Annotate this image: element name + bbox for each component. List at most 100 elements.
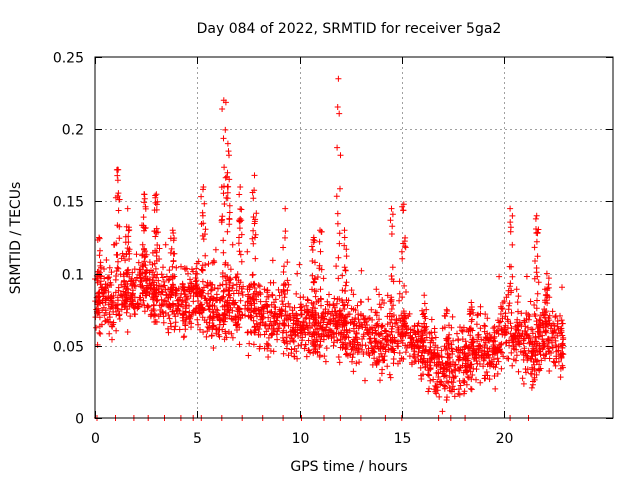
data-point (206, 325, 212, 331)
data-point (350, 291, 357, 298)
data-point (249, 235, 256, 242)
data-point (510, 336, 517, 343)
data-point (237, 184, 244, 190)
data-point (334, 144, 341, 151)
data-point (272, 320, 279, 326)
data-point (376, 331, 383, 338)
data-point (552, 337, 559, 344)
data-point (276, 325, 283, 332)
data-point (334, 337, 341, 344)
data-point (341, 242, 348, 249)
data-point (420, 371, 426, 378)
data-point (382, 348, 389, 355)
data-point (509, 273, 516, 280)
data-point (509, 362, 516, 369)
data-point (331, 304, 338, 311)
data-point (224, 308, 231, 315)
data-point (180, 317, 187, 324)
data-point (226, 202, 233, 209)
data-point (457, 324, 463, 331)
data-point (322, 358, 329, 365)
data-point (417, 356, 424, 363)
data-point (417, 364, 424, 371)
data-point (203, 319, 210, 326)
data-point (341, 306, 348, 312)
data-point (494, 349, 501, 356)
data-point (465, 357, 472, 364)
data-point (141, 227, 147, 234)
data-point (475, 331, 482, 338)
data-point (254, 313, 260, 320)
data-point (490, 342, 497, 348)
data-point (151, 301, 157, 308)
data-point (543, 321, 550, 328)
data-point (168, 245, 175, 252)
data-point (146, 280, 153, 287)
data-point (436, 393, 443, 400)
data-point (466, 364, 473, 371)
data-point (197, 326, 203, 333)
data-point (409, 361, 415, 368)
data-point (236, 217, 243, 224)
data-point (536, 348, 543, 355)
data-point (196, 290, 203, 297)
data-point (551, 327, 558, 334)
data-point (483, 369, 490, 375)
data-point (543, 327, 550, 334)
data-point (308, 333, 315, 340)
data-point (335, 354, 342, 360)
data-point (221, 164, 228, 171)
data-point (236, 225, 243, 232)
data-point (224, 228, 231, 235)
data-point (269, 331, 276, 338)
data-point (473, 358, 480, 364)
data-point (311, 278, 318, 285)
data-point (528, 384, 535, 391)
data-point (388, 298, 395, 305)
data-point (386, 313, 393, 320)
data-point (528, 355, 535, 362)
data-point (402, 349, 409, 356)
data-point (513, 346, 520, 353)
data-point (252, 234, 258, 241)
data-point (415, 320, 422, 327)
data-point (252, 293, 258, 300)
data-point (343, 246, 350, 253)
data-point (309, 307, 315, 314)
data-point (305, 329, 312, 336)
data-point (335, 75, 342, 82)
data-point (533, 212, 540, 219)
data-point (159, 308, 166, 315)
data-point (100, 290, 107, 297)
data-point (281, 294, 288, 301)
data-point (401, 282, 408, 289)
y-tick-label: 0.25 (53, 51, 84, 67)
data-point (116, 312, 123, 319)
data-point (235, 316, 242, 323)
data-point (446, 368, 453, 375)
data-point (560, 351, 567, 358)
data-point (330, 301, 337, 308)
data-point (372, 338, 379, 345)
data-point (419, 331, 426, 337)
data-point (250, 195, 257, 202)
data-point (244, 248, 251, 255)
data-point (317, 322, 323, 329)
data-point (267, 309, 274, 316)
data-point (110, 299, 117, 306)
data-point (278, 306, 285, 313)
data-point (459, 356, 466, 363)
data-point (298, 307, 304, 314)
data-point (114, 177, 121, 184)
data-point (421, 320, 428, 327)
data-point (481, 375, 488, 382)
data-point (220, 312, 227, 319)
data-point (112, 194, 119, 201)
data-point (542, 355, 548, 362)
data-point (447, 363, 454, 370)
data-point (451, 366, 458, 373)
x-tick-label: 5 (193, 431, 202, 447)
data-point (312, 320, 319, 327)
data-point (396, 278, 403, 285)
data-point (510, 356, 517, 363)
